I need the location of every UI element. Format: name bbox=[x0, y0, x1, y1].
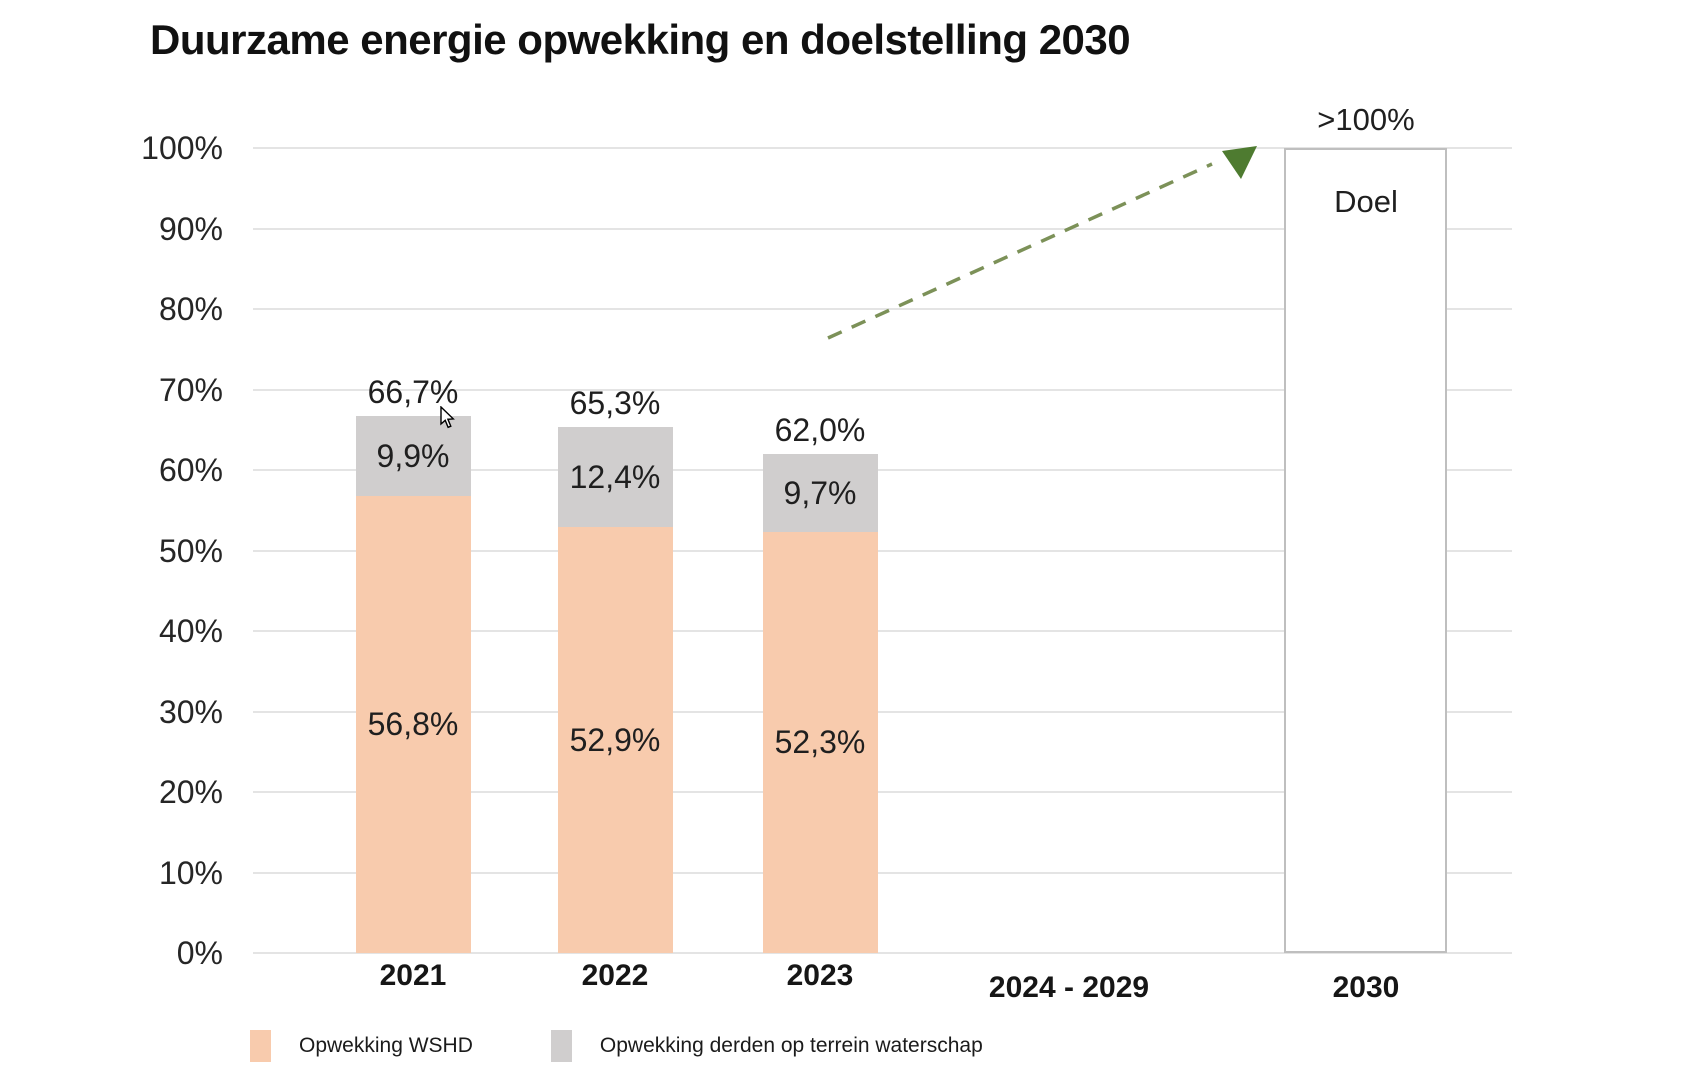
goal-bar-2030 bbox=[1284, 148, 1447, 953]
legend-swatch-wshd-icon bbox=[250, 1030, 271, 1062]
gridline-70% bbox=[253, 388, 1512, 391]
y-axis-tick-30%: 30% bbox=[158, 693, 223, 730]
segment-label-wshd-2021: 56,8% bbox=[367, 706, 459, 743]
legend-item-wshd: Opwekking WSHD bbox=[250, 1030, 473, 1062]
y-axis-tick-0%: 0% bbox=[176, 935, 223, 971]
goal-value-label: >100% bbox=[1317, 102, 1415, 137]
bar-2021-derden bbox=[355, 416, 471, 496]
legend-swatch-derden-icon bbox=[550, 1030, 572, 1062]
gridline-60% bbox=[253, 469, 1512, 471]
gridline-20% bbox=[253, 791, 1512, 793]
y-axis-tick-10%: 10% bbox=[158, 854, 223, 891]
bar-2021-wshd bbox=[355, 495, 471, 953]
gridline-30% bbox=[253, 710, 1512, 713]
gridline-40% bbox=[253, 630, 1512, 632]
bar-2022-derden bbox=[557, 427, 673, 528]
segment-label-derden-2023: 9,7% bbox=[783, 474, 857, 511]
total-label-2021: 66,7% bbox=[367, 374, 459, 411]
y-axis-tick-80%: 80% bbox=[158, 291, 223, 327]
total-label-2022: 65,3% bbox=[569, 385, 661, 422]
y-axis-tick-90%: 90% bbox=[158, 210, 223, 247]
segment-label-derden-2021: 9,9% bbox=[376, 437, 450, 474]
goal-doel-label: Doel bbox=[1334, 184, 1398, 219]
legend-label-derden: Opwekking derden op terrein waterschap bbox=[599, 1034, 983, 1057]
y-axis-tick-70%: 70% bbox=[158, 371, 223, 408]
trend-arrow-head-icon bbox=[1222, 146, 1257, 179]
y-axis-tick-100%: 100% bbox=[141, 130, 223, 166]
x-axis-label-2022: 2022 bbox=[581, 959, 649, 992]
gridline-0% bbox=[253, 952, 1512, 954]
x-axis-label-2030: 2030 bbox=[1332, 971, 1400, 1004]
gridline-100% bbox=[253, 147, 1512, 149]
trend-arrow-dashed-line bbox=[827, 162, 1213, 340]
gridline-50% bbox=[253, 549, 1512, 552]
total-label-2023: 62,0% bbox=[774, 411, 866, 448]
x-axis-label-2021: 2021 bbox=[379, 959, 447, 992]
bar-2023-derden bbox=[762, 453, 878, 532]
legend: Opwekking WSHD Opwekking derden op terre… bbox=[250, 1030, 983, 1062]
bar-2022-wshd bbox=[557, 527, 673, 953]
x-axis-label-2023: 2023 bbox=[786, 959, 854, 992]
y-axis-tick-60%: 60% bbox=[158, 452, 223, 488]
gridline-10% bbox=[253, 871, 1512, 874]
segment-label-wshd-2022: 52,9% bbox=[569, 722, 661, 759]
bar-2023-wshd bbox=[762, 531, 878, 953]
legend-item-derden: Opwekking derden op terrein waterschap bbox=[550, 1030, 983, 1062]
segment-label-derden-2022: 12,4% bbox=[569, 459, 661, 496]
y-axis-tick-20%: 20% bbox=[158, 774, 223, 810]
x-axis-label-2024 - 2029: 2024 - 2029 bbox=[988, 971, 1150, 1004]
y-axis-tick-40%: 40% bbox=[158, 613, 223, 649]
segment-label-wshd-2023: 52,3% bbox=[774, 724, 866, 761]
mouse-cursor-icon bbox=[440, 406, 455, 429]
legend-label-wshd: Opwekking WSHD bbox=[299, 1034, 473, 1057]
y-axis-tick-50%: 50% bbox=[158, 532, 223, 569]
chart-title: Duurzame energie opwekking en doelstelli… bbox=[150, 16, 1131, 63]
